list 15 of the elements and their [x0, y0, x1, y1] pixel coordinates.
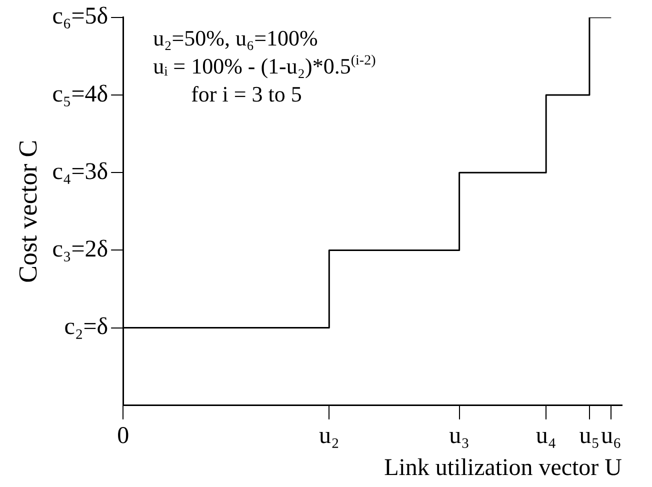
y-tick-label: c₃=2δ	[52, 236, 108, 262]
y-tick-label: c₅=4δ	[52, 81, 108, 108]
y-tick-label: c₄=3δ	[52, 158, 108, 185]
x-tick-label: 0	[117, 423, 130, 450]
x-tick-label: u₄	[536, 423, 556, 450]
x-tick-label: u₅	[579, 423, 600, 450]
y-tick-label: c₆=5δ	[52, 4, 108, 30]
x-axis-title: Link utilization vector U	[384, 454, 622, 481]
x-tick-label: u₆	[600, 423, 622, 450]
y-tick-label: c₂=δ	[64, 314, 108, 340]
x-tick-label: u₃	[449, 423, 470, 450]
annotation: for i = 3 to 5	[191, 81, 302, 106]
annotation: u₂=50%, u₆=100%	[153, 25, 318, 50]
y-axis-title: Cost vector C	[13, 140, 42, 283]
x-tick-label: u₂	[318, 423, 340, 450]
